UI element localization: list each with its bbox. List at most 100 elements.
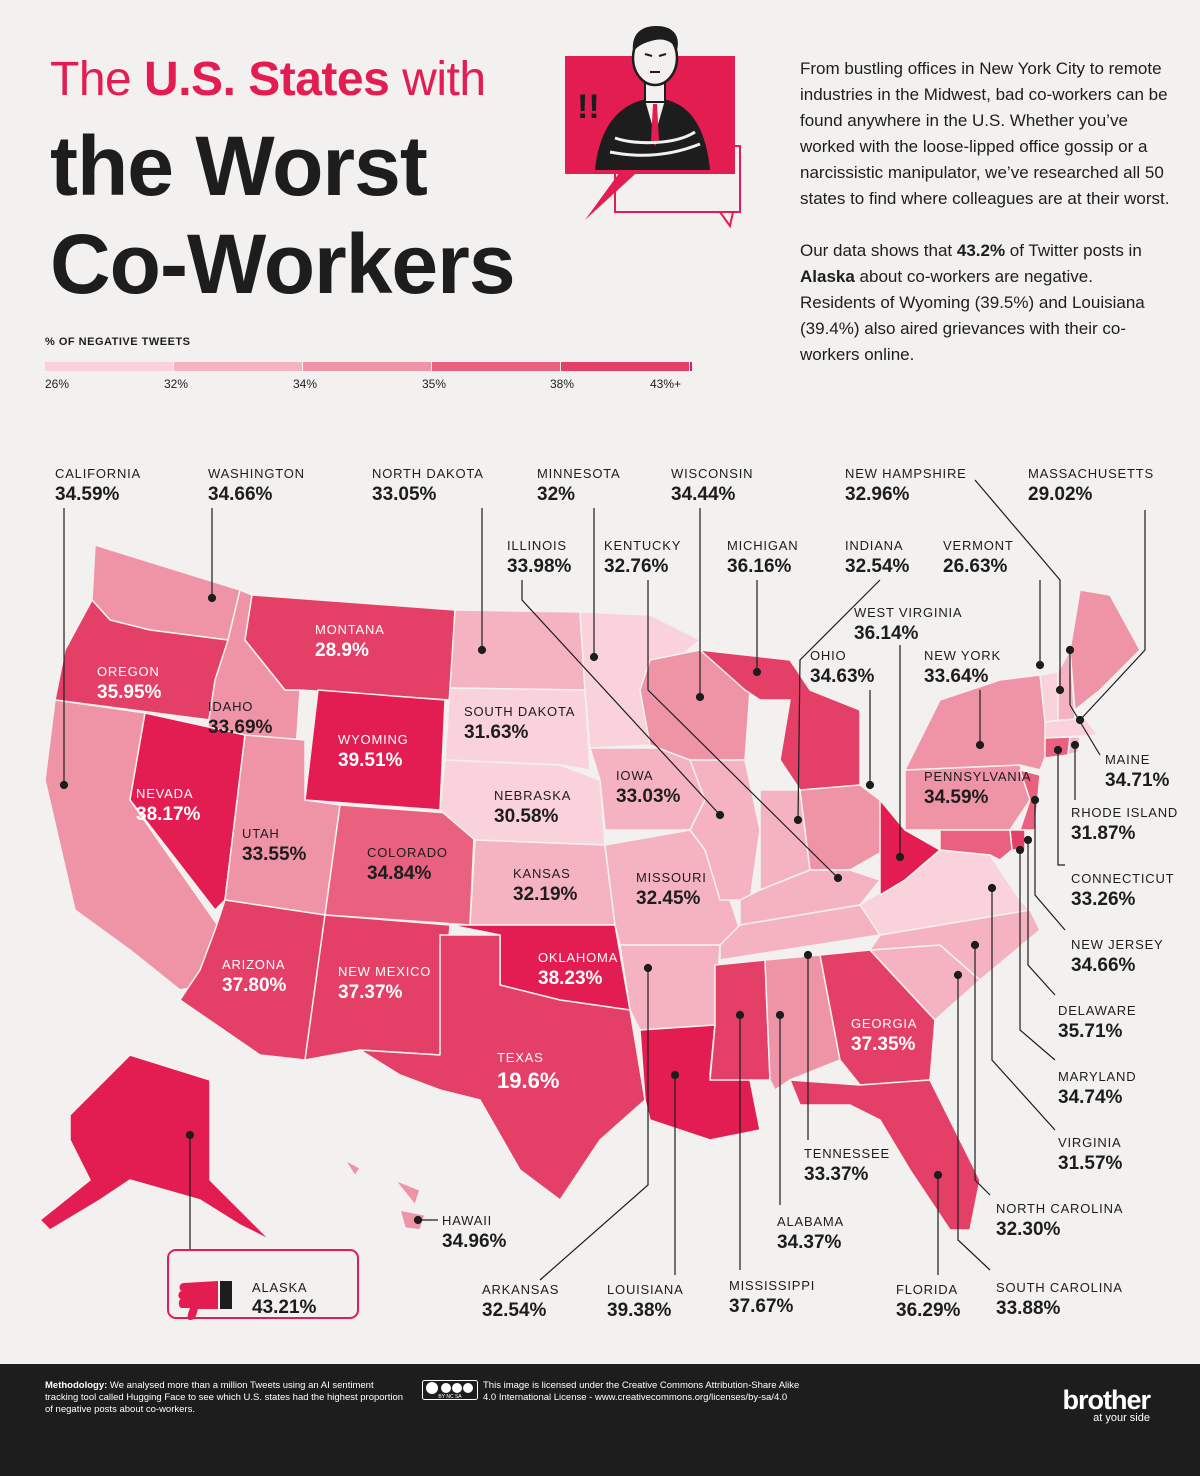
state-value-nebraska: 30.58% [494,806,559,827]
state-label-kentucky: KENTUCKY [604,538,682,553]
footer: Methodology: We analysed more than a mil… [0,1364,1200,1476]
state-label-arkansas: ARKANSAS [482,1282,560,1297]
legend-label: 43%+ [650,377,682,391]
state-value-wyoming: 39.51% [338,750,403,771]
state-label-new-york: NEW YORK [924,648,1001,663]
page-title-line2: the Worst [50,119,428,213]
state-label-illinois: ILLINOIS [507,538,567,553]
state-value-montana: 28.9% [315,640,369,661]
state-value-south-dakota: 31.63% [464,722,529,743]
state-value-missouri: 32.45% [636,888,701,909]
state-florida [789,1079,981,1231]
state-value-south-carolina: 33.88% [996,1298,1061,1319]
state-label-vermont: VERMONT [943,538,1014,553]
state-value-georgia: 37.35% [851,1034,916,1055]
state-value-minnesota: 32% [537,484,576,505]
state-value-maine: 34.71% [1105,770,1170,791]
legend-swatch-2 [174,362,303,371]
state-kansas [469,839,616,926]
state-label-west-virginia: WEST VIRGINIA [854,605,963,620]
intro-paragraph-2: Our data shows that 43.2% of Twitter pos… [800,241,1145,364]
state-label-nebraska: NEBRASKA [494,788,572,803]
state-value-new-york: 33.64% [924,666,989,687]
state-value-florida: 36.29% [896,1300,961,1321]
state-value-illinois: 33.98% [507,556,572,577]
methodology-text: Methodology: We analysed more than a mil… [45,1380,404,1415]
intro-text: From bustling offices in New York City t… [800,56,1170,368]
state-value-mississippi: 37.67% [729,1296,794,1317]
creative-commons-icon: BY NC SA [422,1380,478,1400]
state-texas [359,934,646,1201]
state-value-north-carolina: 32.30% [996,1219,1061,1240]
state-value-new-mexico: 37.37% [338,982,403,1003]
state-label-georgia: GEORGIA [851,1016,918,1031]
state-label-colorado: COLORADO [367,845,448,860]
state-arkansas [619,944,721,1031]
legend-swatch-5 [561,362,690,371]
state-label-rhode-island: RHODE ISLAND [1071,805,1179,820]
legend-swatch-4 [432,362,561,371]
state-new-york [904,674,1051,771]
state-illinois [689,759,761,901]
legend-title: % OF NEGATIVE TWEETS [45,336,191,348]
legend-swatch-3 [303,362,432,371]
state-label-mississippi: MISSISSIPPI [729,1278,816,1293]
state-value-ohio: 34.63% [810,666,875,687]
state-value-nevada: 38.17% [136,804,201,825]
state-value-texas: 19.6% [497,1068,560,1093]
state-label-wisconsin: WISCONSIN [671,466,754,481]
state-label-nevada: NEVADA [136,786,194,801]
state-value-virginia: 31.57% [1058,1153,1123,1174]
state-label-california: CALIFORNIA [55,466,142,481]
state-north-dakota [449,609,586,691]
state-value-massachusetts: 29.02% [1028,484,1093,505]
state-label-alabama: ALABAMA [777,1214,845,1229]
state-label-texas: TEXAS [497,1050,544,1065]
state-value-louisiana: 39.38% [607,1300,672,1321]
state-value-arizona: 37.80% [222,975,287,996]
state-value-vermont: 26.63% [943,556,1008,577]
state-label-maryland: MARYLAND [1058,1069,1137,1084]
state-label-louisiana: LOUISIANA [607,1282,684,1297]
state-label-maine: MAINE [1105,752,1151,767]
page-title-line3: Co-Workers [50,217,516,311]
state-label-oklahoma: OKLAHOMA [538,950,619,965]
state-value-delaware: 35.71% [1058,1021,1123,1042]
state-label-idaho: IDAHO [208,699,254,714]
state-value-michigan: 36.16% [727,556,792,577]
state-nevada [129,712,246,911]
state-value-kansas: 32.19% [513,884,578,905]
state-label-wyoming: WYOMING [338,732,409,747]
state-value-colorado: 34.84% [367,863,432,884]
state-label-massachusetts: MASSACHUSETTS [1028,466,1154,481]
state-label-kansas: KANSAS [513,866,571,881]
legend-label: 35% [422,377,447,391]
state-maine [1069,589,1141,711]
state-label-ohio: OHIO [810,648,847,663]
state-label-new-hampshire: NEW HAMPSHIRE [845,466,967,481]
license-text: This image is licensed under the Creativ… [483,1380,800,1403]
state-value-alabama: 34.37% [777,1232,842,1253]
legend-label: 38% [550,377,575,391]
state-value-oregon: 35.95% [97,682,162,703]
state-label-tennessee: TENNESSEE [804,1146,890,1161]
state-value-washington: 34.66% [208,484,273,505]
state-value-utah: 33.55% [242,844,307,865]
state-value-idaho: 33.69% [208,717,273,738]
state-value-rhode-island: 31.87% [1071,823,1136,844]
alaska-callout-box [167,1249,359,1319]
state-value-kentucky: 32.76% [604,556,669,577]
state-label-minnesota: MINNESOTA [537,466,621,481]
state-value-new-hampshire: 32.96% [845,484,910,505]
legend-label: 34% [293,377,318,391]
state-label-utah: UTAH [242,826,280,841]
state-value-tennessee: 33.37% [804,1164,869,1185]
state-label-florida: FLORIDA [896,1282,958,1297]
state-massachusetts [1044,717,1099,739]
state-alaska [39,1054,271,1241]
thumbs-down-icon [178,1281,232,1320]
state-label-virginia: VIRGINIA [1058,1135,1122,1150]
state-value-oklahoma: 38.23% [538,968,603,989]
state-label-missouri: MISSOURI [636,870,707,885]
